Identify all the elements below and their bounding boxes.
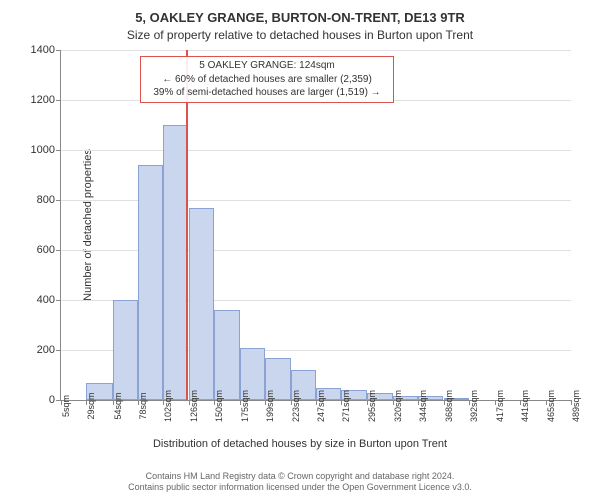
annotation-line-2: ← 60% of detached houses are smaller (2,… bbox=[147, 73, 387, 87]
ytick-mark bbox=[56, 150, 61, 151]
xtick-label: 344sqm bbox=[418, 390, 428, 422]
xtick-label: 199sqm bbox=[265, 390, 275, 422]
ytick-label: 0 bbox=[49, 394, 55, 406]
ytick-mark bbox=[56, 350, 61, 351]
histogram-bar bbox=[163, 125, 188, 400]
ytick-label: 1200 bbox=[31, 94, 55, 106]
ytick-mark bbox=[56, 200, 61, 201]
reference-marker bbox=[186, 50, 188, 400]
xtick-label: 489sqm bbox=[571, 390, 581, 422]
footer: Contains HM Land Registry data © Crown c… bbox=[0, 471, 600, 494]
xtick-label: 175sqm bbox=[240, 390, 250, 422]
ytick-label: 600 bbox=[37, 244, 55, 256]
annotation-box: 5 OAKLEY GRANGE: 124sqm ← 60% of detache… bbox=[140, 56, 394, 103]
ytick-mark bbox=[56, 100, 61, 101]
xtick-label: 223sqm bbox=[291, 390, 301, 422]
x-axis-title: Distribution of detached houses by size … bbox=[0, 438, 600, 450]
ytick-label: 200 bbox=[37, 344, 55, 356]
ytick-label: 1400 bbox=[31, 44, 55, 56]
ytick-label: 800 bbox=[37, 194, 55, 206]
chart-title-sub: Size of property relative to detached ho… bbox=[0, 28, 600, 42]
footer-line-2: Contains public sector information licen… bbox=[0, 482, 600, 494]
ytick-label: 1000 bbox=[31, 144, 55, 156]
histogram-bar bbox=[189, 208, 214, 401]
xtick-label: 465sqm bbox=[546, 390, 556, 422]
xtick-label: 247sqm bbox=[316, 390, 326, 422]
xtick-label: 150sqm bbox=[214, 390, 224, 422]
histogram-bar bbox=[214, 310, 240, 400]
chart-title-main: 5, OAKLEY GRANGE, BURTON-ON-TRENT, DE13 … bbox=[0, 10, 600, 25]
annotation-line-3: 39% of semi-detached houses are larger (… bbox=[147, 86, 387, 100]
xtick-label: 126sqm bbox=[189, 390, 199, 422]
xtick-label: 102sqm bbox=[163, 390, 173, 422]
histogram-bar bbox=[138, 165, 163, 400]
xtick-label: 271sqm bbox=[341, 390, 351, 422]
ytick-mark bbox=[56, 50, 61, 51]
xtick-label: 320sqm bbox=[393, 390, 403, 422]
gridline-h bbox=[61, 150, 571, 151]
ytick-mark bbox=[56, 250, 61, 251]
xtick-label: 417sqm bbox=[495, 390, 505, 422]
xtick-label: 54sqm bbox=[113, 392, 123, 419]
xtick-label: 441sqm bbox=[520, 390, 530, 422]
chart-container: { "title": { "main": "5, OAKLEY GRANGE, … bbox=[0, 0, 600, 500]
annotation-line-1: 5 OAKLEY GRANGE: 124sqm bbox=[147, 59, 387, 73]
footer-line-1: Contains HM Land Registry data © Crown c… bbox=[0, 471, 600, 483]
ytick-label: 400 bbox=[37, 294, 55, 306]
histogram-bar bbox=[113, 300, 138, 400]
xtick-label: 78sqm bbox=[138, 392, 148, 419]
xtick-label: 368sqm bbox=[444, 390, 454, 422]
ytick-mark bbox=[56, 300, 61, 301]
xtick-label: 5sqm bbox=[61, 395, 71, 417]
gridline-h bbox=[61, 50, 571, 51]
xtick-label: 29sqm bbox=[86, 392, 96, 419]
plot-area: 02004006008001000120014005sqm29sqm54sqm7… bbox=[60, 50, 571, 401]
xtick-label: 295sqm bbox=[367, 390, 377, 422]
xtick-label: 392sqm bbox=[469, 390, 479, 422]
